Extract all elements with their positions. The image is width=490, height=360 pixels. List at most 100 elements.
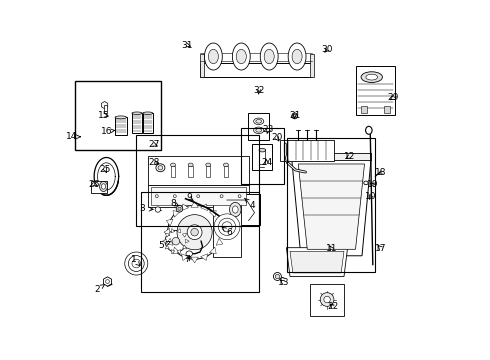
- Text: 27: 27: [148, 140, 160, 149]
- Ellipse shape: [115, 116, 126, 119]
- Ellipse shape: [187, 225, 202, 240]
- Ellipse shape: [219, 218, 236, 235]
- Bar: [75, 81, 162, 150]
- Ellipse shape: [178, 207, 181, 210]
- Bar: [288, 138, 375, 272]
- Bar: [206, 166, 210, 177]
- Bar: [361, 106, 367, 113]
- Ellipse shape: [197, 195, 199, 198]
- Polygon shape: [210, 211, 216, 217]
- Polygon shape: [171, 250, 175, 254]
- Text: 5: 5: [159, 241, 171, 250]
- Polygon shape: [185, 239, 189, 243]
- Ellipse shape: [106, 280, 109, 283]
- Text: 20: 20: [271, 133, 282, 142]
- Ellipse shape: [254, 118, 264, 125]
- Text: 9: 9: [186, 194, 193, 202]
- Polygon shape: [177, 250, 181, 254]
- Bar: [136, 135, 259, 226]
- Ellipse shape: [254, 127, 264, 134]
- Polygon shape: [292, 160, 371, 256]
- Bar: [356, 66, 395, 115]
- Text: 26: 26: [89, 180, 100, 189]
- Ellipse shape: [206, 163, 211, 167]
- Bar: [104, 105, 107, 113]
- Bar: [280, 140, 334, 161]
- Ellipse shape: [232, 206, 238, 213]
- Ellipse shape: [132, 112, 142, 114]
- Polygon shape: [210, 247, 216, 254]
- Text: 7: 7: [185, 256, 190, 264]
- Ellipse shape: [101, 184, 106, 189]
- Ellipse shape: [236, 49, 246, 64]
- Text: 10: 10: [365, 192, 377, 201]
- Ellipse shape: [292, 113, 297, 119]
- Ellipse shape: [128, 256, 144, 271]
- Text: 4: 4: [245, 198, 255, 210]
- Polygon shape: [164, 229, 170, 236]
- Text: 6: 6: [222, 228, 232, 237]
- Bar: [224, 166, 228, 177]
- Polygon shape: [191, 202, 198, 207]
- Text: 2: 2: [94, 284, 105, 294]
- Polygon shape: [182, 204, 189, 211]
- Polygon shape: [216, 219, 223, 226]
- Ellipse shape: [125, 252, 148, 275]
- Ellipse shape: [132, 259, 141, 268]
- Polygon shape: [173, 247, 180, 254]
- Ellipse shape: [165, 230, 187, 252]
- Ellipse shape: [366, 74, 378, 80]
- Ellipse shape: [220, 195, 223, 198]
- Bar: [141, 192, 259, 292]
- Bar: [132, 113, 142, 133]
- Ellipse shape: [364, 181, 368, 185]
- Text: 18: 18: [375, 168, 387, 177]
- Polygon shape: [166, 219, 173, 226]
- Bar: [310, 54, 314, 77]
- Bar: [148, 156, 248, 185]
- Ellipse shape: [223, 163, 228, 167]
- Bar: [252, 144, 272, 170]
- Ellipse shape: [256, 120, 262, 123]
- Ellipse shape: [214, 214, 240, 240]
- Polygon shape: [182, 254, 189, 261]
- Bar: [200, 54, 204, 77]
- Ellipse shape: [366, 126, 372, 134]
- Polygon shape: [103, 277, 112, 286]
- Ellipse shape: [186, 251, 193, 257]
- Bar: [189, 166, 193, 177]
- Polygon shape: [163, 239, 166, 243]
- Bar: [248, 113, 269, 140]
- Ellipse shape: [173, 195, 176, 198]
- Polygon shape: [191, 257, 198, 263]
- Polygon shape: [201, 254, 208, 261]
- Ellipse shape: [222, 222, 232, 232]
- Bar: [259, 149, 265, 164]
- Ellipse shape: [168, 205, 221, 259]
- Text: 11: 11: [326, 244, 337, 253]
- Text: 22: 22: [328, 302, 339, 311]
- Ellipse shape: [177, 215, 212, 250]
- Ellipse shape: [188, 163, 193, 167]
- Ellipse shape: [264, 49, 274, 64]
- Polygon shape: [286, 248, 347, 276]
- Ellipse shape: [176, 206, 183, 212]
- Ellipse shape: [229, 202, 241, 217]
- Text: 8: 8: [170, 199, 179, 208]
- Polygon shape: [298, 164, 365, 249]
- Bar: [148, 185, 248, 207]
- Ellipse shape: [208, 49, 219, 64]
- Ellipse shape: [143, 112, 153, 114]
- Bar: [143, 113, 153, 133]
- Ellipse shape: [238, 195, 241, 198]
- Ellipse shape: [259, 148, 266, 152]
- Text: 15: 15: [98, 111, 110, 120]
- Text: 12: 12: [343, 152, 355, 161]
- Bar: [200, 63, 312, 77]
- Polygon shape: [182, 233, 187, 237]
- Bar: [213, 204, 242, 257]
- Bar: [91, 181, 107, 193]
- Polygon shape: [216, 238, 223, 245]
- Polygon shape: [101, 102, 108, 109]
- Ellipse shape: [320, 293, 334, 306]
